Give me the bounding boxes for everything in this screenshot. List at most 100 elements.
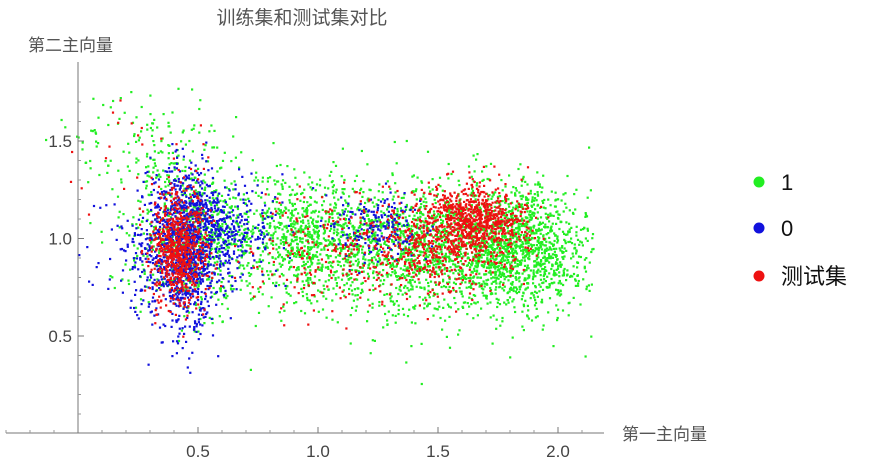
data-point — [280, 272, 283, 276]
data-point — [387, 273, 390, 276]
data-point — [427, 302, 430, 305]
data-point — [152, 171, 155, 174]
data-point — [300, 309, 303, 313]
data-point — [167, 214, 170, 217]
data-point — [516, 231, 519, 234]
data-point — [264, 212, 267, 215]
data-point — [298, 248, 301, 252]
data-point — [228, 271, 231, 274]
data-point — [149, 261, 152, 264]
data-point — [520, 298, 523, 301]
data-point — [261, 267, 264, 270]
data-point — [572, 272, 576, 276]
data-point — [165, 228, 168, 231]
data-point — [310, 263, 313, 266]
data-point — [399, 229, 402, 232]
data-point — [164, 238, 168, 241]
data-point — [254, 324, 257, 328]
data-point — [305, 206, 308, 210]
data-point — [434, 201, 437, 205]
data-point — [440, 222, 443, 225]
data-point — [472, 223, 475, 226]
data-point — [174, 215, 177, 218]
data-point — [319, 290, 322, 293]
data-point — [285, 291, 288, 294]
data-point — [405, 267, 408, 270]
data-point — [294, 221, 297, 224]
data-point — [141, 263, 144, 266]
data-point — [489, 162, 493, 165]
data-point — [219, 265, 222, 268]
data-point — [255, 261, 258, 264]
data-point — [196, 281, 199, 284]
data-point — [370, 228, 373, 231]
data-point — [262, 242, 265, 245]
data-point — [177, 339, 181, 343]
data-point — [311, 222, 314, 225]
data-point — [386, 180, 389, 183]
data-point — [343, 188, 346, 191]
data-point — [541, 240, 544, 244]
data-point — [245, 250, 248, 253]
data-point — [541, 267, 544, 271]
data-point — [223, 286, 226, 289]
data-point — [526, 248, 529, 251]
data-point — [193, 124, 196, 127]
data-point — [344, 233, 347, 236]
data-point — [434, 259, 437, 262]
data-point — [180, 329, 183, 332]
data-point — [145, 285, 148, 288]
data-point — [372, 246, 375, 249]
data-point — [258, 258, 261, 261]
data-point — [351, 212, 354, 215]
data-point — [518, 247, 521, 250]
data-point — [168, 144, 171, 147]
data-point — [347, 273, 350, 276]
data-point — [506, 247, 509, 250]
data-point — [386, 208, 389, 211]
data-point — [171, 270, 174, 273]
data-point — [403, 286, 406, 289]
data-point — [441, 229, 444, 232]
data-point — [216, 222, 219, 225]
data-point — [312, 253, 315, 257]
data-point — [502, 268, 505, 271]
data-point — [566, 174, 569, 178]
data-point — [239, 264, 242, 267]
data-point — [182, 307, 185, 310]
data-point — [472, 317, 475, 320]
data-point — [289, 219, 292, 222]
data-point — [158, 173, 161, 176]
data-point — [245, 212, 248, 216]
data-point — [404, 258, 407, 261]
data-point — [500, 261, 504, 264]
data-point — [385, 226, 388, 229]
data-point — [192, 270, 196, 273]
data-point — [183, 215, 186, 218]
data-point — [215, 189, 218, 192]
data-point — [534, 316, 537, 319]
data-point — [529, 226, 532, 229]
data-point — [209, 281, 212, 284]
data-point — [257, 311, 261, 314]
data-point — [198, 107, 201, 111]
data-point — [179, 186, 182, 189]
data-point — [368, 238, 371, 241]
data-point — [559, 221, 562, 224]
data-point — [204, 181, 207, 184]
data-point — [217, 212, 220, 215]
data-point — [247, 215, 250, 219]
data-point — [479, 226, 482, 229]
data-point — [532, 211, 535, 214]
data-point — [171, 213, 174, 216]
data-point — [492, 210, 496, 213]
data-point — [223, 179, 226, 182]
data-point — [467, 165, 471, 168]
data-point — [526, 183, 529, 186]
data-point — [532, 203, 535, 206]
data-point — [360, 288, 364, 291]
data-point — [213, 272, 216, 275]
data-point — [227, 280, 230, 283]
data-point — [534, 290, 537, 293]
data-point — [570, 257, 573, 260]
